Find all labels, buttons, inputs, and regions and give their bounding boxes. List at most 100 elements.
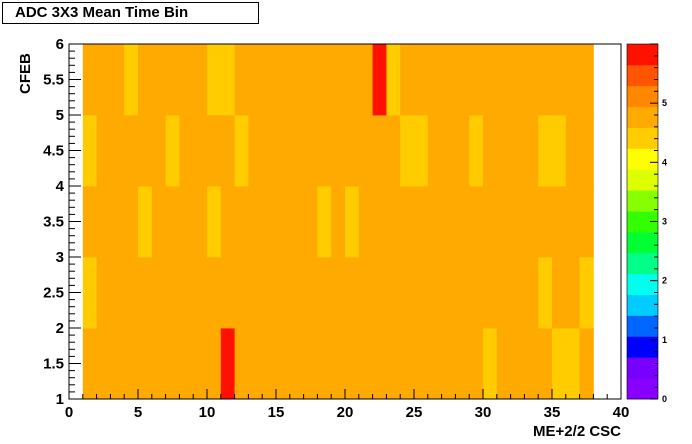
- x-axis: 0 5 10 15 20 25 30 35 40: [65, 389, 630, 421]
- heatmap-cell: [82, 328, 97, 400]
- heatmap-cell: [248, 115, 263, 187]
- heatmap-cell: [441, 115, 456, 187]
- heatmap-cell: [441, 186, 456, 258]
- heatmap-cell: [400, 328, 415, 400]
- heatmap-cell: [565, 115, 580, 187]
- heatmap-cell: [524, 186, 539, 258]
- heatmap-cell: [496, 115, 511, 187]
- heatmap-cell: [276, 186, 291, 258]
- y-tick-label: 2.5: [43, 285, 64, 302]
- heatmap-cell: [331, 328, 346, 400]
- heatmap-cell: [179, 186, 194, 258]
- heatmap-cell: [220, 328, 235, 400]
- heatmap-cell: [151, 257, 166, 329]
- heatmap-cell: [524, 257, 539, 329]
- heatmap-cell: [193, 44, 208, 116]
- heatmap-cell: [469, 44, 484, 116]
- y-tick-label: 1.5: [43, 356, 64, 373]
- heatmap-cell: [234, 186, 249, 258]
- heatmap-cells: [82, 44, 594, 400]
- heatmap-cell: [138, 257, 153, 329]
- color-bar-swatch: [627, 169, 658, 191]
- heatmap-cell: [82, 257, 97, 329]
- color-bar-swatch: [627, 357, 658, 379]
- heatmap-cell: [193, 115, 208, 187]
- heatmap-cell: [372, 328, 387, 400]
- heatmap-cell: [234, 328, 249, 400]
- heatmap-cell: [110, 44, 125, 116]
- heatmap-cell: [414, 115, 429, 187]
- heatmap-cell: [427, 44, 442, 116]
- heatmap-cell: [303, 186, 318, 258]
- heatmap-cell: [248, 186, 263, 258]
- heatmap-cell: [276, 257, 291, 329]
- x-tick-label: 40: [613, 404, 630, 421]
- heatmap-cell: [510, 115, 525, 187]
- heatmap-cell: [538, 328, 553, 400]
- y-axis-label: CFEB: [17, 53, 34, 94]
- heatmap-cell: [386, 257, 401, 329]
- heatmap-cell: [138, 115, 153, 187]
- heatmap-cell: [138, 44, 153, 116]
- color-bar-label: 0: [662, 394, 667, 404]
- color-bar-label: 3: [662, 217, 667, 227]
- heatmap-cell: [248, 44, 263, 116]
- y-axis: 1 1.5 2 2.5 3 3.5 4 4.5 5 5.5 6: [43, 36, 81, 408]
- heatmap-cell: [193, 186, 208, 258]
- y-tick-label: 1: [56, 391, 64, 408]
- heatmap-cell: [552, 328, 567, 400]
- heatmap-cell: [317, 44, 332, 116]
- heatmap-cell: [510, 186, 525, 258]
- heatmap-cell: [289, 257, 304, 329]
- heatmap-cell: [96, 186, 111, 258]
- heatmap-cell: [262, 186, 277, 258]
- heatmap-cell: [441, 44, 456, 116]
- color-bar-swatch: [627, 127, 658, 149]
- heatmap-cell: [138, 186, 153, 258]
- heatmap-cell: [331, 44, 346, 116]
- x-tick-label: 30: [475, 404, 492, 421]
- color-bar: 0 1 2 3 4 5: [626, 43, 667, 404]
- heatmap-cell: [414, 328, 429, 400]
- heatmap-cell: [303, 257, 318, 329]
- heatmap-cell: [372, 186, 387, 258]
- color-bar-swatch: [627, 315, 658, 337]
- heatmap-cell: [552, 186, 567, 258]
- x-tick-label: 25: [406, 404, 423, 421]
- heatmap-cell: [510, 44, 525, 116]
- heatmap-cell: [220, 44, 235, 116]
- color-bar-swatch: [627, 106, 658, 128]
- heatmap-cell: [483, 186, 498, 258]
- heatmap-cell: [179, 328, 194, 400]
- heatmap-cell: [96, 44, 111, 116]
- heatmap-cell: [510, 257, 525, 329]
- heatmap-cell: [579, 115, 594, 187]
- heatmap-cell: [248, 328, 263, 400]
- heatmap-cell: [524, 44, 539, 116]
- heatmap-cell: [469, 115, 484, 187]
- heatmap-cell: [165, 44, 180, 116]
- heatmap-cell: [496, 186, 511, 258]
- heatmap-cell: [372, 257, 387, 329]
- heatmap-cell: [207, 186, 222, 258]
- heatmap-cell: [427, 115, 442, 187]
- heatmap-cell: [427, 186, 442, 258]
- heatmap-cell: [317, 186, 332, 258]
- heatmap-cell: [483, 115, 498, 187]
- heatmap-cell: [469, 186, 484, 258]
- heatmap-cell: [220, 257, 235, 329]
- heatmap-cell: [565, 257, 580, 329]
- heatmap-cell: [82, 44, 97, 116]
- color-bar-swatch: [627, 336, 658, 358]
- heatmap-cell: [386, 186, 401, 258]
- heatmap-cell: [331, 115, 346, 187]
- heatmap-cell: [538, 44, 553, 116]
- color-bar-swatch: [627, 378, 658, 400]
- heatmap-cell: [207, 328, 222, 400]
- heatmap-cell: [455, 115, 470, 187]
- heatmap-cell: [234, 115, 249, 187]
- heatmap-cell: [483, 44, 498, 116]
- heatmap-cell: [579, 44, 594, 116]
- heatmap-cell: [82, 115, 97, 187]
- heatmap-cell: [96, 257, 111, 329]
